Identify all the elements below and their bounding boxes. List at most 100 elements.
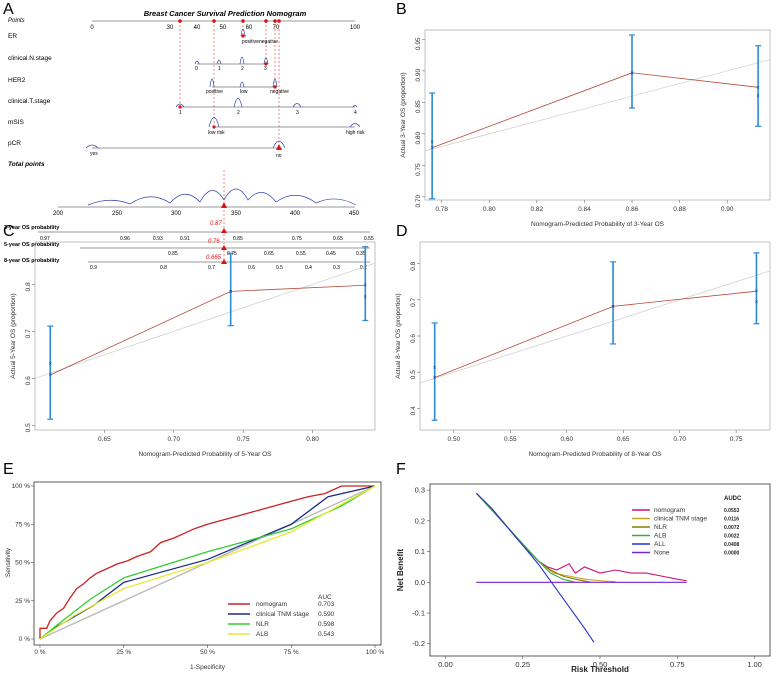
msis-density xyxy=(208,117,361,128)
y-tick-label: 0.0 xyxy=(415,578,425,587)
prob-tick: 0.93 xyxy=(153,236,163,242)
roc-curve-alb xyxy=(39,485,376,640)
roc-chart: 0 % 0 % 25 % 25 % 50 % 50 % 75 % 75 % 100 % 100 %… xyxy=(5,481,385,671)
legend-auc: 0.598 xyxy=(318,621,335,628)
x-axis-label: Nomogram-Predicted Probability of 3-Year… xyxy=(531,221,665,228)
prob-ticks-5y: 0.85 0.75 0.65 0.55 0.45 0.35 xyxy=(168,251,366,257)
corrected-point: × xyxy=(611,304,615,310)
observed-point: × xyxy=(229,289,233,295)
x-tick-label: 0.60 xyxy=(560,436,573,443)
prob-tick: 0.85 xyxy=(168,251,178,257)
observed-line xyxy=(434,290,757,378)
y-tick-label: -0.2 xyxy=(412,639,425,648)
legend-label: NLR xyxy=(654,524,667,531)
calibration-chart-5y: 0.65 0.70 0.75 0.80 0.5 0.6 0.7 0.8 Nomogram-Pre… xyxy=(10,241,376,458)
y-tick-label: 0.90 xyxy=(415,69,422,82)
calibration-chart-8y: 0.50 0.55 0.60 0.65 0.70 0.75 0.4 0.5 0.6 0.7 0.8 N… xyxy=(395,241,771,458)
observed-point: × xyxy=(630,71,634,77)
y-tick-label: 0.7 xyxy=(410,297,417,306)
corrected-point: × xyxy=(433,365,437,371)
pcr-marker xyxy=(276,144,282,150)
x-tick-label: 0.65 xyxy=(617,436,630,443)
x-tick-label: 0.75 xyxy=(730,436,743,443)
var-label-msis: mSIS xyxy=(8,119,25,126)
er-density xyxy=(240,28,246,37)
er-level: positive xyxy=(242,39,259,45)
dca-curve-alb xyxy=(475,492,576,583)
x-tick-label: 0.50 xyxy=(448,436,461,443)
nomogram-title: Breast Cancer Survival Prediction Nomogr… xyxy=(144,9,307,18)
legend-audc: 0.0408 xyxy=(724,542,740,548)
x-tick-label: 1.00 xyxy=(747,660,762,669)
x-tick-label: 0.84 xyxy=(578,206,591,213)
y-tick-label: 0.6 xyxy=(25,376,32,385)
y-tick-label: 100 % xyxy=(12,483,31,490)
er-marker xyxy=(241,34,245,38)
prob-tick: 0.4 xyxy=(305,265,312,271)
prob-tick: 0.65 xyxy=(333,236,343,242)
pcr-density xyxy=(85,140,286,149)
total-tick: 300 xyxy=(171,211,182,217)
x-axis-label: Risk Threshold xyxy=(571,665,629,674)
y-tick-label: 0.5 xyxy=(25,423,32,432)
total-tick: 250 xyxy=(112,211,123,217)
corrected-point: × xyxy=(49,361,53,367)
x-tick-label: 0.65 xyxy=(98,436,111,443)
prob-tick: 0.96 xyxy=(120,236,130,242)
msis-level: low risk xyxy=(208,130,225,136)
var-label-her2: HER2 xyxy=(8,77,26,84)
y-axis-label: Sensitivity xyxy=(5,547,12,577)
t-stage-level: 4 xyxy=(354,110,357,116)
x-axis-label: Nomogram-Predicted Probability of 5-Year… xyxy=(138,451,272,458)
prob-tick: 0.9 xyxy=(90,265,97,271)
prob-arrow-8y xyxy=(221,259,227,264)
legend-label: ALB xyxy=(256,631,268,638)
total-points-marker xyxy=(221,202,227,208)
total-tick: 450 xyxy=(349,211,360,217)
legend-audc: 0.0072 xyxy=(724,525,740,531)
prob-tick: 0.97 xyxy=(40,236,50,242)
y-tick-label: 0.75 xyxy=(415,163,422,176)
t-stage-density xyxy=(175,98,358,108)
observed-point: × xyxy=(433,376,437,382)
prob-ticks-3y: 0.97 0.96 0.93 0.91 0.85 0.75 0.65 0.55 xyxy=(40,236,374,242)
x-tick-label: 0.75 xyxy=(670,660,685,669)
her2-level: positive xyxy=(206,89,223,95)
panel-letter-e: E xyxy=(3,461,14,478)
points-tick: 30 xyxy=(167,25,174,31)
prob-tick: 0.55 xyxy=(364,236,374,242)
points-tick: 60 xyxy=(246,25,253,31)
t-stage-level: 3 xyxy=(296,110,299,116)
legend-label: ALB xyxy=(654,533,666,540)
n-stage-level: 2 xyxy=(241,66,244,72)
decision-curve-chart: 0.00 0.25 0.50 0.75 1.00 -0.2 -0.1 0.0 0.1 0.2 0.3… xyxy=(396,483,771,674)
points-ticks: 0 100 50 30 40 60 70 xyxy=(90,25,360,31)
t-stage-marker xyxy=(178,105,182,109)
legend-audc: 0.0000 xyxy=(724,551,740,557)
legend-header: AUDC xyxy=(724,496,742,502)
panel-letter-f: F xyxy=(396,461,406,478)
points-tick: 100 xyxy=(350,25,361,31)
total-points-label: Total points xyxy=(8,161,45,168)
n-stage-level: 1 xyxy=(218,66,221,72)
x-tick-label: 25 % xyxy=(116,649,131,656)
legend-label: clinical TNM stage xyxy=(654,516,707,523)
observed-point: × xyxy=(756,85,760,91)
legend-audc: 0.0022 xyxy=(724,534,740,540)
nomogram-panel: Breast Cancer Survival Prediction Nomogr… xyxy=(4,9,374,271)
t-stage-level: 2 xyxy=(237,110,240,116)
x-tick-label: 50 % xyxy=(200,649,215,656)
pcr-level: yes xyxy=(90,151,98,157)
prob-tick: 0.75 xyxy=(292,236,302,242)
x-tick-label: 100 % xyxy=(366,649,385,656)
y-tick-label: 0.2 xyxy=(415,516,425,525)
y-axis-label: Net Benefit xyxy=(396,549,405,592)
prob-label-8y: 8-year OS probability xyxy=(4,258,60,264)
y-tick-label: 0.3 xyxy=(415,486,425,495)
prob-tick: 0.7 xyxy=(208,265,215,271)
y-tick-label: 0.6 xyxy=(410,334,417,343)
y-tick-label: 0.1 xyxy=(415,547,425,556)
legend-auc: 0.703 xyxy=(318,601,335,608)
plot-frame xyxy=(419,241,771,431)
